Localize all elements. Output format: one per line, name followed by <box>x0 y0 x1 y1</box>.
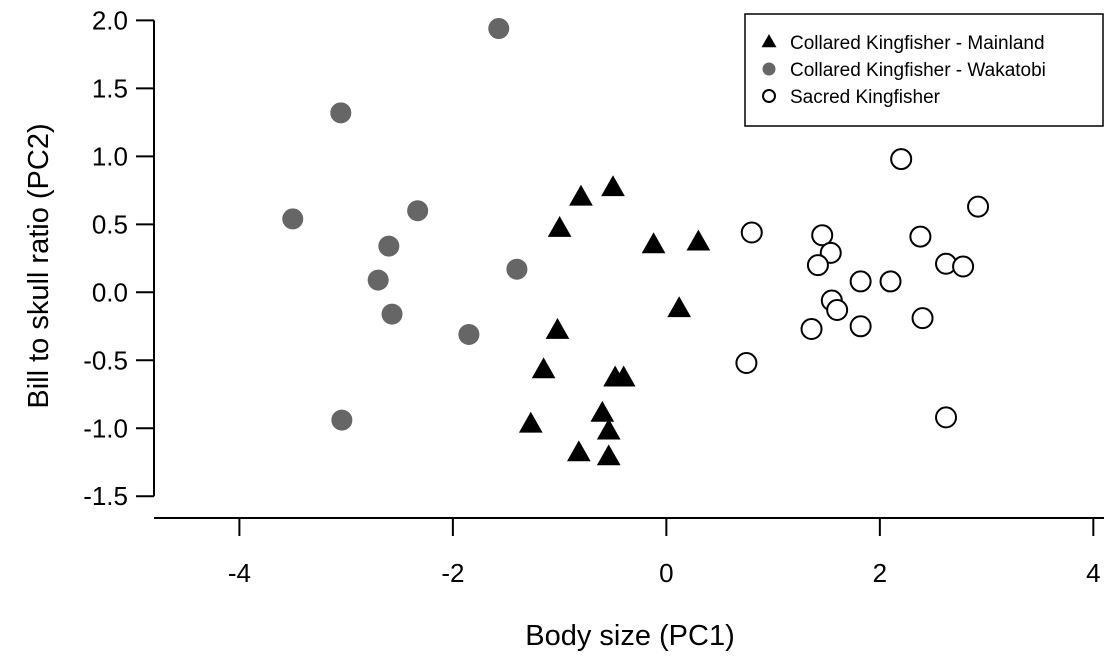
x-tick-label: -2 <box>441 558 464 588</box>
data-point <box>909 225 932 248</box>
data-point <box>330 102 352 124</box>
y-tick-label: -0.5 <box>83 345 128 375</box>
data-point <box>547 215 572 237</box>
points-layer <box>282 18 990 466</box>
data-point <box>367 269 389 291</box>
x-axis-title: Body size (PC1) <box>525 620 735 652</box>
y-tick-label: 0.5 <box>92 209 128 239</box>
y-tick-label: 1.0 <box>92 141 128 171</box>
data-point <box>596 444 621 466</box>
data-point <box>506 258 528 280</box>
legend-label: Collared Kingfisher - Wakatobi <box>790 60 1046 81</box>
x-tick-label: -4 <box>228 558 251 588</box>
y-tick-label: 2.0 <box>92 5 128 35</box>
data-point <box>531 357 556 379</box>
data-point <box>378 235 400 257</box>
x-tick-label: 2 <box>873 558 887 588</box>
legend-label: Collared Kingfisher - Mainland <box>790 33 1045 54</box>
series-1 <box>518 175 711 466</box>
data-point <box>611 365 636 387</box>
series-2 <box>282 18 528 431</box>
data-point <box>849 315 872 338</box>
data-point <box>735 352 758 375</box>
data-point <box>566 440 591 462</box>
data-point <box>806 254 829 277</box>
data-point <box>667 296 692 318</box>
y-tick-label: -1.0 <box>83 413 128 443</box>
data-point <box>407 200 429 222</box>
axes-layer: -4 -2 0 2 4 -1.5 -1.0 -0.5 0.0 0.5 1.0 1.5 2.0 <box>83 5 1104 588</box>
legend: Collared Kingfisher - Mainland Collared K… <box>744 13 1104 127</box>
legend-label: Sacred Kingfisher <box>790 87 941 108</box>
data-point <box>282 208 304 230</box>
data-point <box>518 411 543 433</box>
data-point <box>641 232 666 254</box>
legend-marker <box>762 89 776 103</box>
data-point <box>879 270 902 293</box>
x-tick-label: 4 <box>1086 558 1100 588</box>
data-point <box>890 148 913 171</box>
data-point <box>967 195 990 218</box>
legend-marker <box>762 62 776 76</box>
data-point <box>811 224 834 247</box>
data-point <box>590 400 615 422</box>
data-point <box>331 409 353 431</box>
data-point <box>458 323 480 345</box>
data-point <box>545 317 570 339</box>
data-point <box>686 229 711 251</box>
data-point <box>849 270 872 293</box>
data-point <box>596 418 621 440</box>
data-point <box>911 307 934 330</box>
legend-box <box>744 13 1104 127</box>
data-point <box>935 406 958 429</box>
y-axis-title: Bill to skull ratio (PC2) <box>23 123 55 408</box>
data-point <box>740 221 763 244</box>
data-point <box>381 303 403 325</box>
data-point <box>952 255 975 278</box>
x-tick-label: 0 <box>659 558 673 588</box>
data-point <box>601 175 625 197</box>
data-point <box>488 18 510 40</box>
data-point <box>800 318 823 341</box>
y-tick-label: -1.5 <box>83 481 128 511</box>
series-3 <box>735 148 990 429</box>
data-point <box>826 298 849 321</box>
data-point <box>569 184 593 206</box>
y-tick-label: 0.0 <box>92 277 128 307</box>
y-tick-label: 1.5 <box>92 73 128 103</box>
legend-marker <box>761 34 777 48</box>
